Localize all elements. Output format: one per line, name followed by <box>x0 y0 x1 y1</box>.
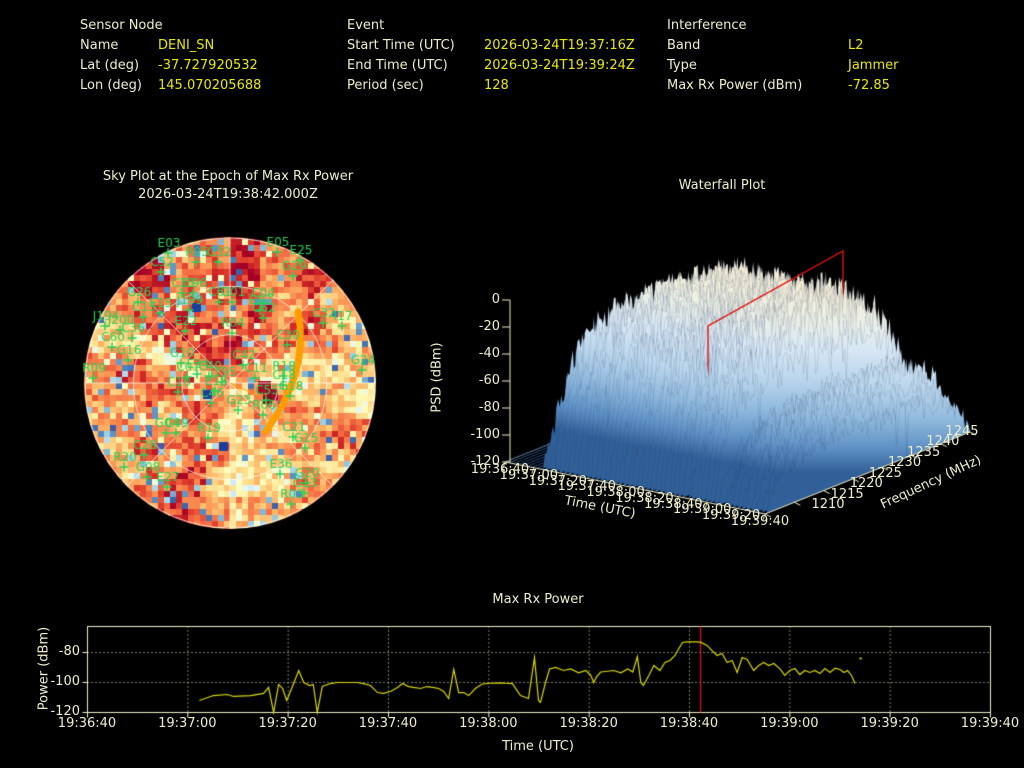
psd-tick-label: -100 <box>470 427 500 442</box>
wf-freq-tick-label: 1215 <box>830 486 864 502</box>
interference-band-label: Band <box>667 38 701 53</box>
wf-freq-tick-label: 1230 <box>888 455 922 471</box>
wf-time-tick-label: 19:36:40 <box>470 462 530 477</box>
interference-power-label: Max Rx Power (dBm) <box>667 78 803 93</box>
wf-freq-tick-label: 1225 <box>868 465 902 481</box>
power-x-tick-label: 19:39:00 <box>760 716 819 731</box>
psd-tick-label: -40 <box>478 346 500 361</box>
event-end-label: End Time (UTC) <box>347 58 448 73</box>
power-x-tick-label: 19:39:40 <box>960 716 1020 731</box>
power-y-tick-label: -100 <box>50 674 80 689</box>
wf-freq-tick-label: 1220 <box>849 476 883 492</box>
wf-freq-tick-label: 1240 <box>926 434 960 450</box>
power-x-tick-label: 19:38:00 <box>459 716 518 731</box>
power-x-tick-label: 19:37:00 <box>158 716 217 731</box>
power-plot-canvas <box>0 578 1024 768</box>
power-x-tick-label: 19:39:20 <box>860 716 919 731</box>
sensor-name-value: DENI_SN <box>158 38 215 53</box>
wf-time-tick-label: 19:39:20 <box>701 508 761 524</box>
sensor-name-label: Name <box>80 38 119 53</box>
event-section-title: Event <box>347 18 385 33</box>
sensor-node-section-title: Sensor Node <box>80 18 163 33</box>
sensor-lon-value: 145.070205688 <box>158 78 262 93</box>
waterfall-psd-axis-label: PSD (dBm) <box>429 342 445 413</box>
event-start-value: 2026-03-24T19:37:16Z <box>484 38 635 53</box>
wf-time-tick-label: 19:37:20 <box>528 473 587 489</box>
interference-type-value: Jammer <box>848 58 899 73</box>
power-x-tick-label: 19:37:40 <box>358 716 418 731</box>
sky-plot-canvas <box>80 233 380 533</box>
sensor-lat-value: -37.727920532 <box>158 58 258 73</box>
power-y-tick-label: -120 <box>50 704 80 719</box>
power-x-tick-label: 19:37:20 <box>258 716 317 731</box>
event-period-label: Period (sec) <box>347 78 424 93</box>
interference-power-value: -72.85 <box>848 78 890 93</box>
wf-time-tick-label: 19:38:00 <box>586 485 645 501</box>
waterfall-canvas <box>430 228 1024 560</box>
sky-plot-title: Sky Plot at the Epoch of Max Rx Power <box>102 169 354 184</box>
sky-plot-epoch: 2026-03-24T19:38:42.000Z <box>138 187 318 202</box>
psd-tick-label: 0 <box>491 292 500 307</box>
wf-freq-tick-label: 1245 <box>945 423 979 439</box>
psd-tick-label: -20 <box>478 319 500 334</box>
power-x-tick-label: 19:38:20 <box>559 716 618 731</box>
wf-time-tick-label: 19:37:40 <box>557 479 616 495</box>
wf-time-tick-label: 19:37:00 <box>499 467 559 483</box>
interference-section-title: Interference <box>667 18 747 33</box>
wf-time-tick-label: 19:38:40 <box>644 496 703 512</box>
power-y-tick-label: -80 <box>58 644 80 659</box>
psd-tick-label: -120 <box>470 454 500 469</box>
power-x-tick-label: 19:36:40 <box>57 716 117 731</box>
wf-time-tick-label: 19:39:40 <box>730 514 790 530</box>
wf-freq-tick-label: 1210 <box>811 497 845 512</box>
event-period-value: 128 <box>484 78 509 93</box>
wf-time-tick-label: 19:39:00 <box>673 502 732 518</box>
psd-tick-label: -80 <box>478 400 500 415</box>
waterfall-title: Waterfall Plot <box>678 178 766 193</box>
event-end-value: 2026-03-24T19:39:24Z <box>484 58 635 73</box>
sensor-lon-label: Lon (deg) <box>80 78 142 93</box>
interference-type-label: Type <box>667 58 697 73</box>
wf-time-tick-label: 19:38:20 <box>615 490 674 506</box>
wf-freq-tick-label: 1235 <box>907 444 941 460</box>
psd-tick-label: -60 <box>478 373 500 388</box>
interference-band-value: L2 <box>848 38 864 53</box>
event-start-label: Start Time (UTC) <box>347 38 455 53</box>
power-x-tick-label: 19:38:40 <box>659 716 719 731</box>
sensor-lat-label: Lat (deg) <box>80 58 140 73</box>
